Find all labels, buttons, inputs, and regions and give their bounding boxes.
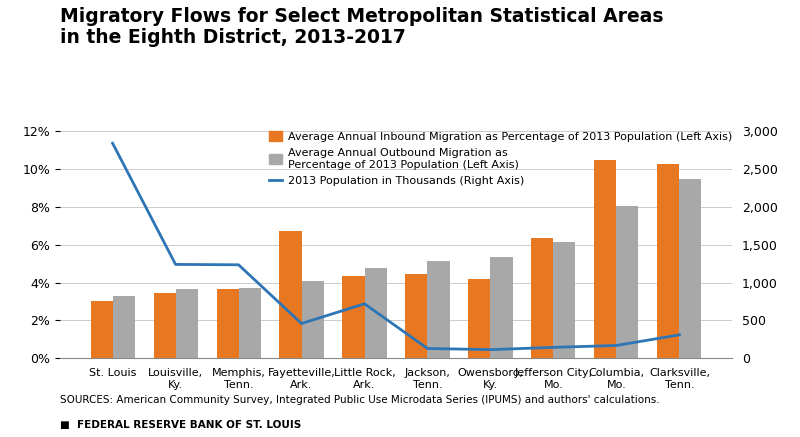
Bar	[490, 257, 513, 358]
Bar	[554, 242, 575, 358]
Bar	[658, 164, 679, 358]
Bar	[238, 288, 261, 358]
Text: SOURCES: American Community Survey, Integrated Public Use Microdata Series (IPUM: SOURCES: American Community Survey, Inte…	[60, 395, 660, 406]
Bar	[594, 160, 617, 358]
Bar	[617, 206, 638, 358]
Bar	[175, 289, 198, 358]
Bar	[469, 279, 490, 358]
Bar	[154, 293, 175, 358]
Text: in the Eighth District, 2013-2017: in the Eighth District, 2013-2017	[60, 28, 406, 47]
Bar	[679, 180, 702, 358]
Bar	[113, 296, 134, 358]
Bar	[406, 274, 427, 358]
Bar	[90, 301, 113, 358]
Bar	[279, 231, 302, 358]
Bar	[365, 268, 386, 358]
Bar	[427, 261, 450, 358]
Text: ■  FEDERAL RESERVE BANK OF ST. LOUIS: ■ FEDERAL RESERVE BANK OF ST. LOUIS	[60, 420, 302, 430]
Bar	[342, 276, 365, 358]
Bar	[302, 281, 323, 358]
Bar	[217, 289, 238, 358]
Bar	[531, 238, 554, 358]
Text: Migratory Flows for Select Metropolitan Statistical Areas: Migratory Flows for Select Metropolitan …	[60, 7, 663, 25]
Legend: Average Annual Inbound Migration as Percentage of 2013 Population (Left Axis), A: Average Annual Inbound Migration as Perc…	[269, 131, 732, 187]
